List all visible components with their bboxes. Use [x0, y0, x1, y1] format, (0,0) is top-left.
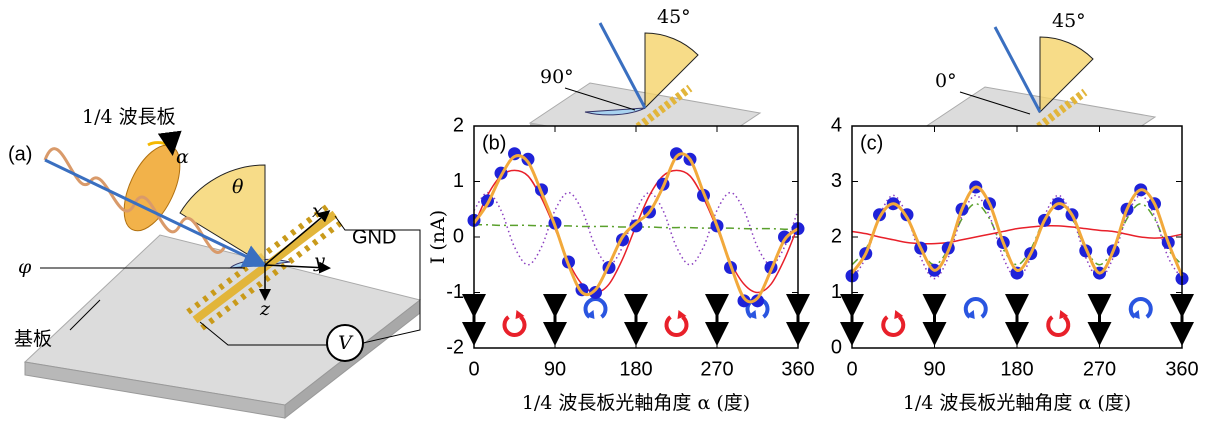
- y-tick-label: 2: [453, 114, 464, 136]
- x-tick-label: 360: [1165, 358, 1198, 380]
- x-axis-label: 1/4 波長板光軸角度 α (度): [522, 392, 750, 414]
- y-tick-label: -2: [446, 336, 464, 358]
- phi-label: φ: [18, 256, 32, 278]
- z-label: z: [259, 298, 271, 320]
- inset-angle-top: 45°: [657, 6, 691, 28]
- inset-angle-side: 0°: [935, 70, 957, 92]
- alpha-label: α: [176, 146, 189, 168]
- figure: (a) 1/4 波長板 α θ x y z GND φ 基板 V 45° 90° -…: [0, 0, 1210, 421]
- y-tick-label: 3: [831, 170, 842, 192]
- panel-label: (a): [8, 143, 32, 165]
- y-tick-label: 4: [831, 114, 842, 136]
- x-tick-label: 0: [846, 358, 857, 380]
- panel-label: (c): [860, 132, 883, 154]
- gnd-label: GND: [352, 226, 396, 248]
- x-tick-label: 270: [700, 358, 733, 380]
- y-tick-label: 0: [453, 225, 464, 247]
- x-tick-label: 270: [1083, 358, 1116, 380]
- y-tick-label: 2: [831, 225, 842, 247]
- y-axis-label: I (nA): [427, 210, 449, 264]
- y-tick-label: 1: [831, 281, 842, 303]
- x-axis-label: 1/4 波長板光軸角度 α (度): [903, 392, 1131, 414]
- y-tick-label: 1: [453, 170, 464, 192]
- inset-angle-top: 45°: [1052, 10, 1086, 32]
- inset-angle-side: 90°: [540, 66, 574, 88]
- inset-sector: [1040, 37, 1093, 112]
- x-tick-label: 360: [781, 358, 814, 380]
- data-point: [508, 147, 521, 160]
- x-tick-label: 180: [619, 358, 652, 380]
- y-label: y: [313, 250, 325, 272]
- x-tick-label: 90: [923, 358, 945, 380]
- waveplate-label: 1/4 波長板: [82, 106, 176, 128]
- x-label: x: [312, 200, 323, 222]
- x-tick-label: 90: [544, 358, 566, 380]
- panel-a: (a) 1/4 波長板 α θ x y z GND φ 基板 V: [8, 106, 420, 418]
- panel-label: (b): [482, 132, 506, 154]
- theta-label: θ: [232, 176, 244, 198]
- y-tick-label: -1: [446, 281, 464, 303]
- y-tick-label: 0: [831, 336, 842, 358]
- x-tick-label: 0: [468, 358, 479, 380]
- substrate-label: 基板: [14, 328, 52, 350]
- voltmeter-label: V: [338, 332, 354, 354]
- x-tick-label: 180: [1000, 358, 1033, 380]
- inset-sector: [645, 33, 698, 108]
